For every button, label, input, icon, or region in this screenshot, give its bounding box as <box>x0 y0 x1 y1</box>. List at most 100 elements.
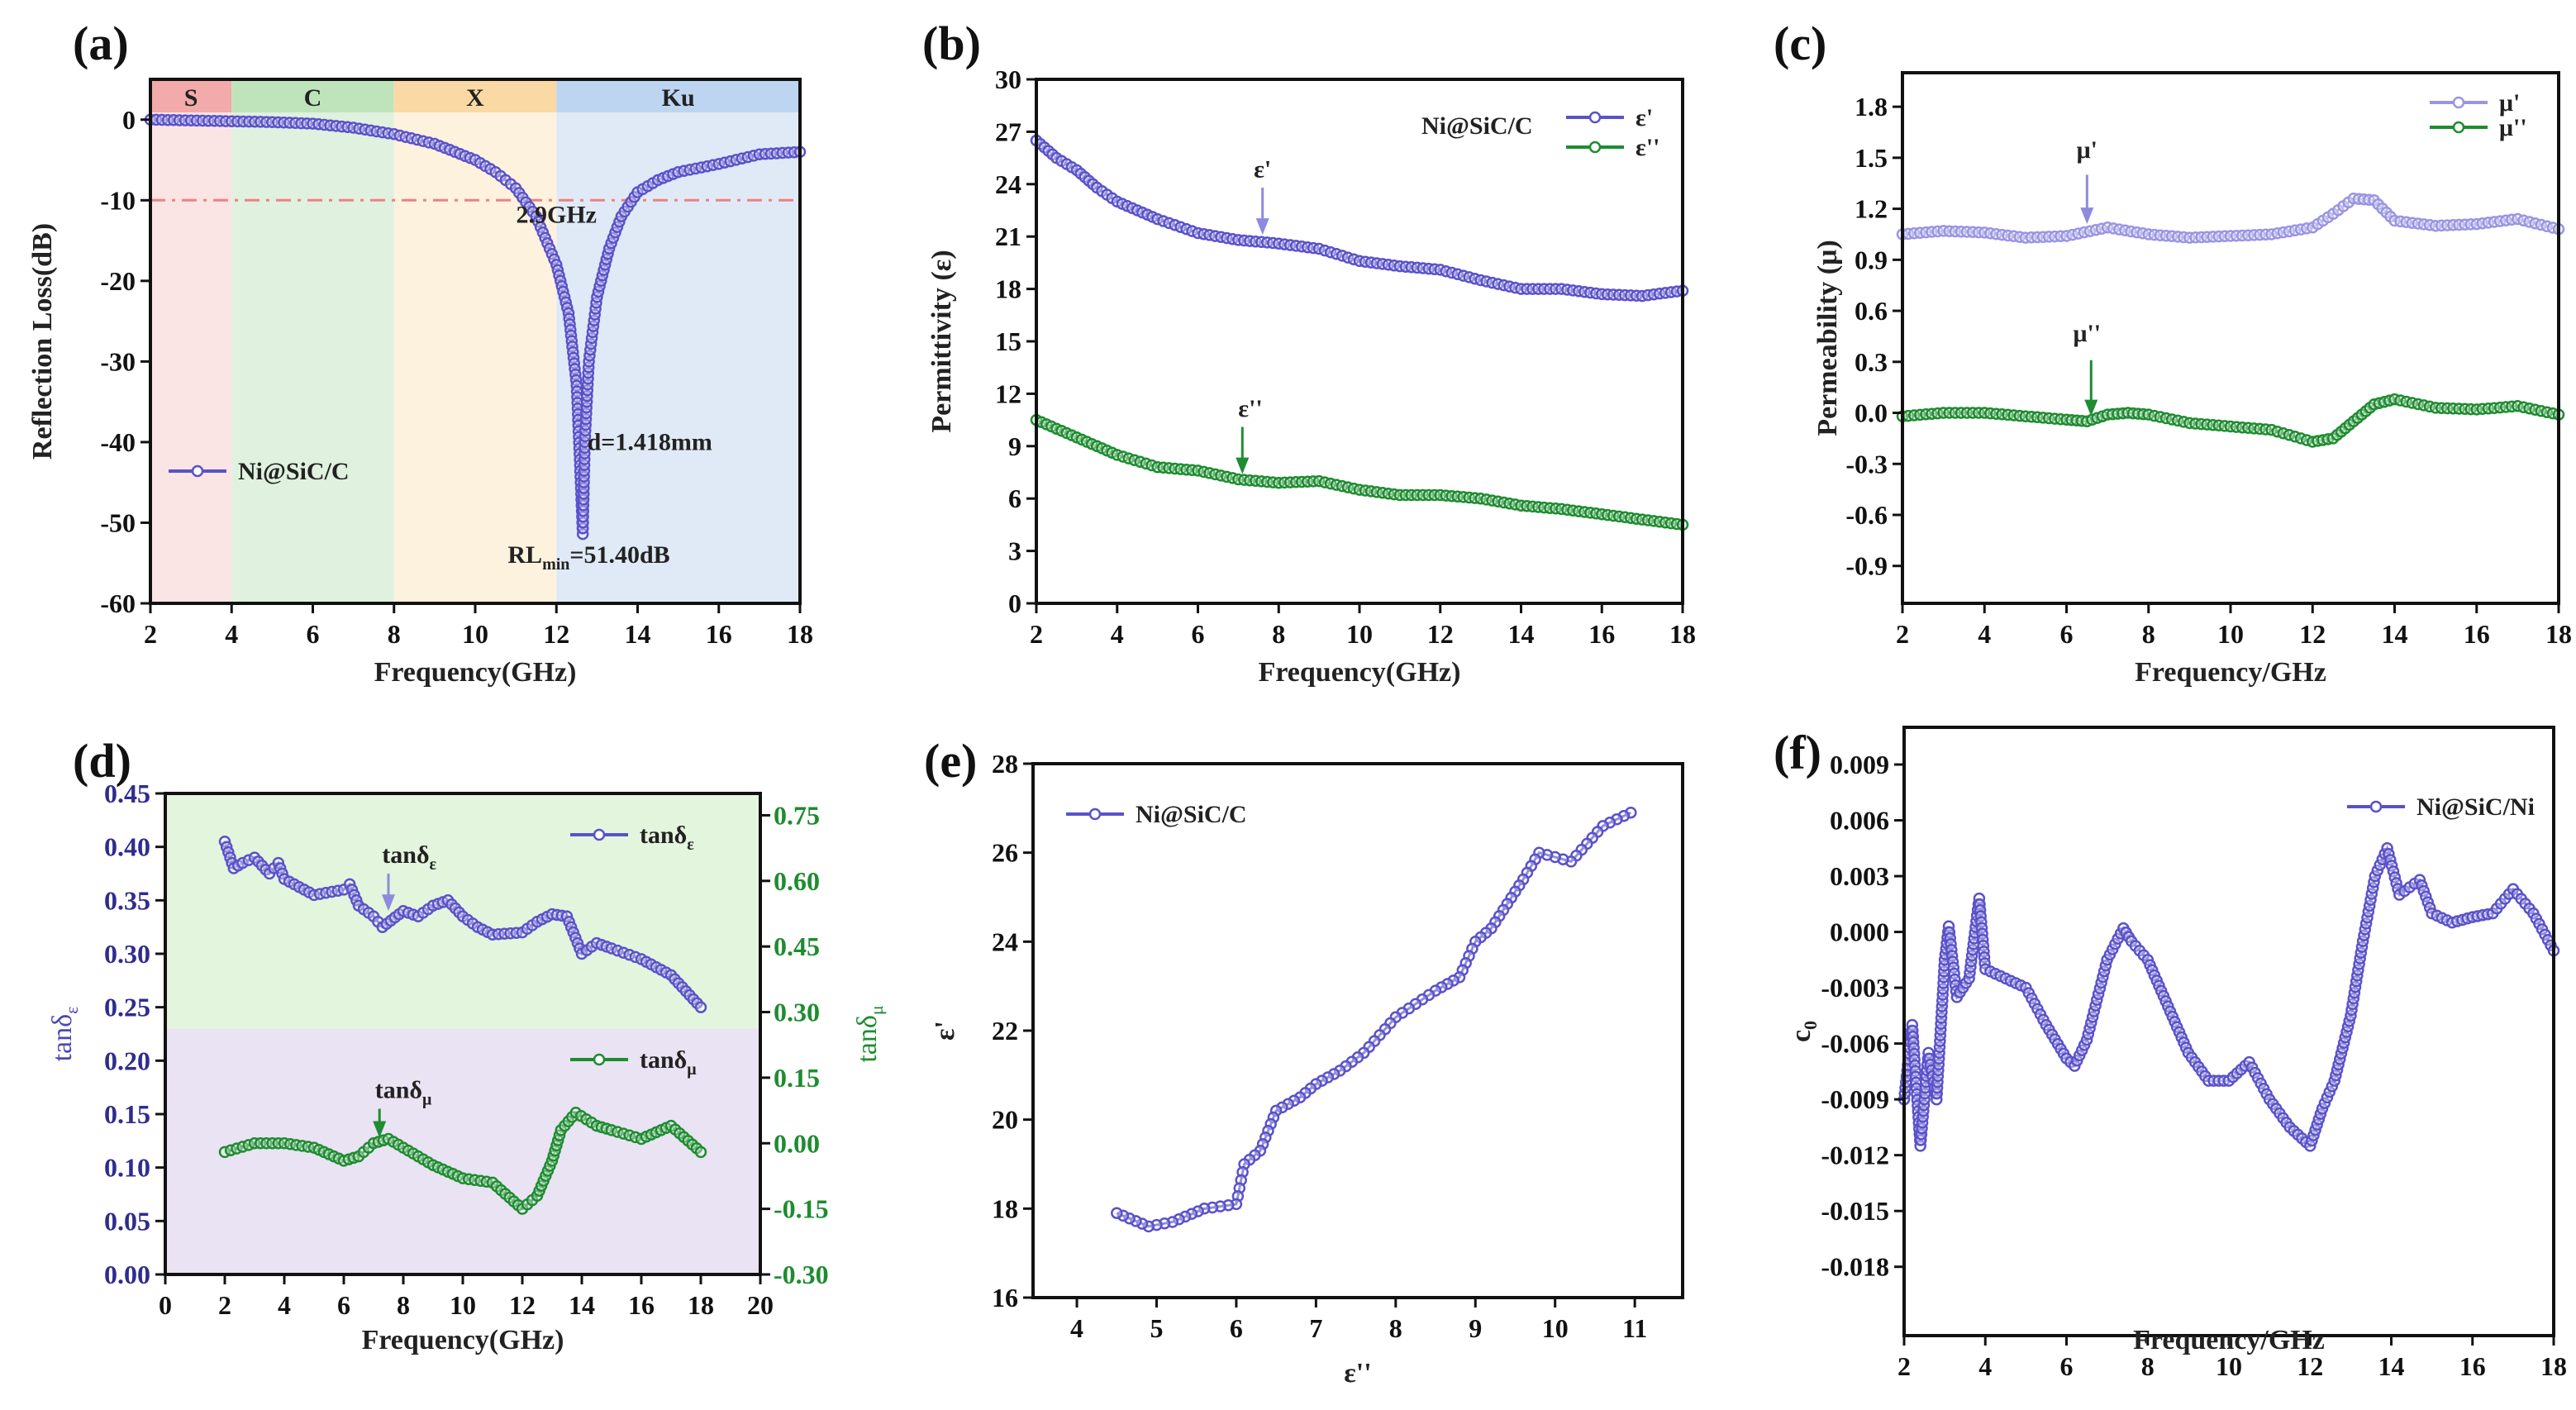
annotation-sub: ε <box>430 855 437 874</box>
x-tick-label: 16 <box>2464 619 2490 649</box>
data-point <box>1111 1207 1123 1219</box>
y-axis-title-text: tanδ <box>47 1014 78 1062</box>
y-tick-label: -0.3 <box>1845 449 1888 479</box>
y-tick-label: -50 <box>100 507 136 537</box>
x-tick-label: 4 <box>1978 1351 1992 1381</box>
legend-marker <box>1588 111 1602 124</box>
legend-text: Ni@SiC/C <box>238 458 350 485</box>
legend-marker <box>2369 800 2383 813</box>
x-tick-label: 11 <box>1622 1313 1647 1343</box>
x-tick-label: 16 <box>2459 1351 2486 1381</box>
data-point <box>1282 1098 1294 1111</box>
x-tick-label: 8 <box>388 619 401 649</box>
y-tick-label: 24 <box>992 927 1018 956</box>
data-point <box>1178 1210 1192 1223</box>
x-tick-label: 8 <box>2141 1351 2155 1381</box>
x-tick-label: 2 <box>218 1290 231 1320</box>
y-tick-label: 0.0 <box>1855 398 1888 428</box>
data-point <box>694 1001 707 1013</box>
y-tick-label: 0.20 <box>104 1046 150 1075</box>
annotation: tanδμ <box>375 1077 432 1109</box>
legend-sub: μ <box>687 1060 697 1079</box>
data-point <box>236 856 249 869</box>
y-tick-label: -10 <box>100 185 136 215</box>
y-tick-label: 0.3 <box>1855 347 1888 377</box>
x-axis-title: Frequency/GHz <box>2133 1325 2325 1355</box>
x-tick-label: 12 <box>543 619 569 649</box>
annotation-sub: μ <box>422 1091 432 1109</box>
plot-frame <box>1901 71 2560 605</box>
panel-c: 2 4 6 8 10 12 14 16 18 -0.9 -0.6 -0.3 0.0 0.3 0.6 0.9 1.… <box>1774 17 2572 688</box>
x-tick-label: 14 <box>569 1290 595 1320</box>
annotation: RLmin=51.40dB <box>507 541 669 574</box>
y-axis-title: tanδε <box>47 1007 82 1062</box>
sample-label: Ni@SiC/C <box>1421 112 1533 140</box>
y-tick-label: 24 <box>995 169 1021 199</box>
data-point <box>1316 1074 1328 1087</box>
y-tick-label: 1.8 <box>1855 92 1888 121</box>
series-line <box>1116 811 1631 1228</box>
y-tick-label: -40 <box>100 427 136 457</box>
band-strip <box>556 79 800 112</box>
x-tick-label: 16 <box>706 619 732 649</box>
x-tick-label: 14 <box>2382 619 2408 649</box>
x-tick-label: 6 <box>1230 1313 1243 1343</box>
band-strip <box>393 79 557 112</box>
x-tick-label: 6 <box>2060 619 2074 649</box>
x-axis-title: Frequency(GHz) <box>362 1325 564 1355</box>
x-tick-label: 10 <box>2217 619 2244 649</box>
data-point <box>1293 1091 1307 1104</box>
y-tick-label: 6 <box>1008 483 1021 513</box>
legend-label: tanδε <box>640 822 694 854</box>
x-tick-label: 8 <box>2142 619 2155 649</box>
legend-text: Ni@SiC/C <box>1136 801 1247 828</box>
y-tick-label: 15 <box>995 326 1021 356</box>
data-point <box>1327 1068 1340 1080</box>
data-point <box>1185 1208 1198 1221</box>
data-point <box>1142 1220 1155 1233</box>
y2-tick-label: 0.75 <box>774 800 820 830</box>
legend-label: Ni@SiC/C <box>238 458 350 485</box>
y-tick-label: 20 <box>992 1105 1018 1135</box>
annotation-text: RL <box>507 541 542 569</box>
annotation-sub: min <box>542 555 569 574</box>
x-tick-label: 6 <box>2060 1351 2074 1381</box>
x-tick-label: 4 <box>1070 1313 1083 1343</box>
y-tick-label: 27 <box>995 117 1021 146</box>
annotation-text: ε' <box>1254 155 1271 183</box>
y-tick-label: 0.30 <box>104 939 150 969</box>
y2-tick-label: 0.45 <box>774 931 820 961</box>
y-axis-title: Permeability (μ) <box>1812 240 1843 436</box>
x-tick-label: 2 <box>144 619 157 649</box>
y-tick-label: 26 <box>992 838 1018 868</box>
y-tick-label: -60 <box>100 588 136 618</box>
data-point <box>1321 1071 1335 1084</box>
legend-label: Ni@SiC/C <box>1136 801 1247 828</box>
legend-marker <box>2452 96 2465 109</box>
data-point <box>1192 1205 1204 1217</box>
y2-tick-label: 0.00 <box>774 1128 820 1158</box>
y-tick-label: 0.6 <box>1855 296 1888 326</box>
y-tick-label: -0.012 <box>1821 1141 1889 1170</box>
y-tick-label: -20 <box>100 266 136 296</box>
legend-label: ε'' <box>1636 134 1660 161</box>
x-tick-label: 0 <box>159 1290 172 1320</box>
panel-label: (a) <box>73 17 129 70</box>
x-axis-title: ε'' <box>1344 1358 1371 1389</box>
y-tick-label: -0.006 <box>1821 1029 1889 1059</box>
data-point <box>1441 978 1454 990</box>
y-axis-title-text: Permeability (μ) <box>1812 240 1843 436</box>
annotation-text: =51.40dB <box>569 541 669 569</box>
y-tick-label: 3 <box>1008 536 1021 566</box>
annotation: 2.9GHz <box>517 202 598 229</box>
y2-axis-title-sub: μ <box>866 1005 887 1015</box>
y2-tick-label: -0.30 <box>774 1260 829 1289</box>
x-tick-label: 10 <box>1346 619 1373 649</box>
x-tick-label: 18 <box>688 1290 714 1320</box>
x-tick-label: 2 <box>1897 1351 1911 1381</box>
legend-text: ε'' <box>1636 134 1660 161</box>
x-tick-label: 7 <box>1309 1313 1322 1343</box>
annotation-text: μ'' <box>2073 320 2101 347</box>
series-line <box>1036 139 1683 298</box>
y-tick-label: 0.45 <box>104 779 150 808</box>
